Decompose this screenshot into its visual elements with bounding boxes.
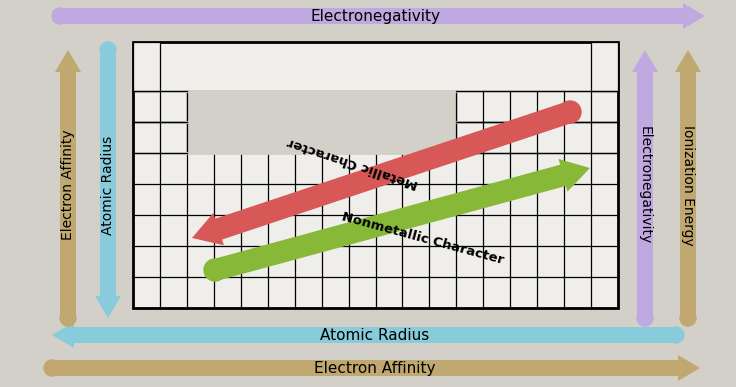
Text: Atomic Radius: Atomic Radius [101, 135, 115, 235]
Polygon shape [60, 3, 705, 29]
Polygon shape [95, 50, 121, 318]
Text: Electronegativity: Electronegativity [638, 126, 652, 244]
Circle shape [204, 259, 226, 281]
Circle shape [44, 360, 60, 376]
Bar [133, 42, 618, 308]
Text: Ionization Energy: Ionization Energy [681, 125, 695, 245]
Circle shape [668, 327, 684, 343]
Circle shape [60, 310, 76, 326]
Polygon shape [52, 355, 700, 381]
Polygon shape [52, 322, 676, 348]
Polygon shape [632, 50, 658, 318]
Text: Electron Affinity: Electron Affinity [61, 130, 75, 240]
Circle shape [52, 8, 68, 24]
Bar [591, 42, 618, 91]
Text: Nonmetallic Character: Nonmetallic Character [340, 211, 505, 267]
Bar [188, 123, 456, 152]
Circle shape [680, 310, 696, 326]
Polygon shape [192, 101, 573, 245]
Polygon shape [212, 159, 590, 281]
Bar [133, 42, 160, 91]
Text: Electronegativity: Electronegativity [310, 9, 440, 24]
Text: Electron Affinity: Electron Affinity [314, 361, 436, 375]
Polygon shape [55, 50, 81, 318]
Circle shape [559, 101, 581, 123]
Bar [188, 92, 456, 122]
Circle shape [637, 310, 653, 326]
Text: Atomic Radius: Atomic Radius [320, 327, 430, 342]
Circle shape [100, 42, 116, 58]
Polygon shape [675, 50, 701, 318]
Text: Metallic Character: Metallic Character [286, 135, 420, 191]
